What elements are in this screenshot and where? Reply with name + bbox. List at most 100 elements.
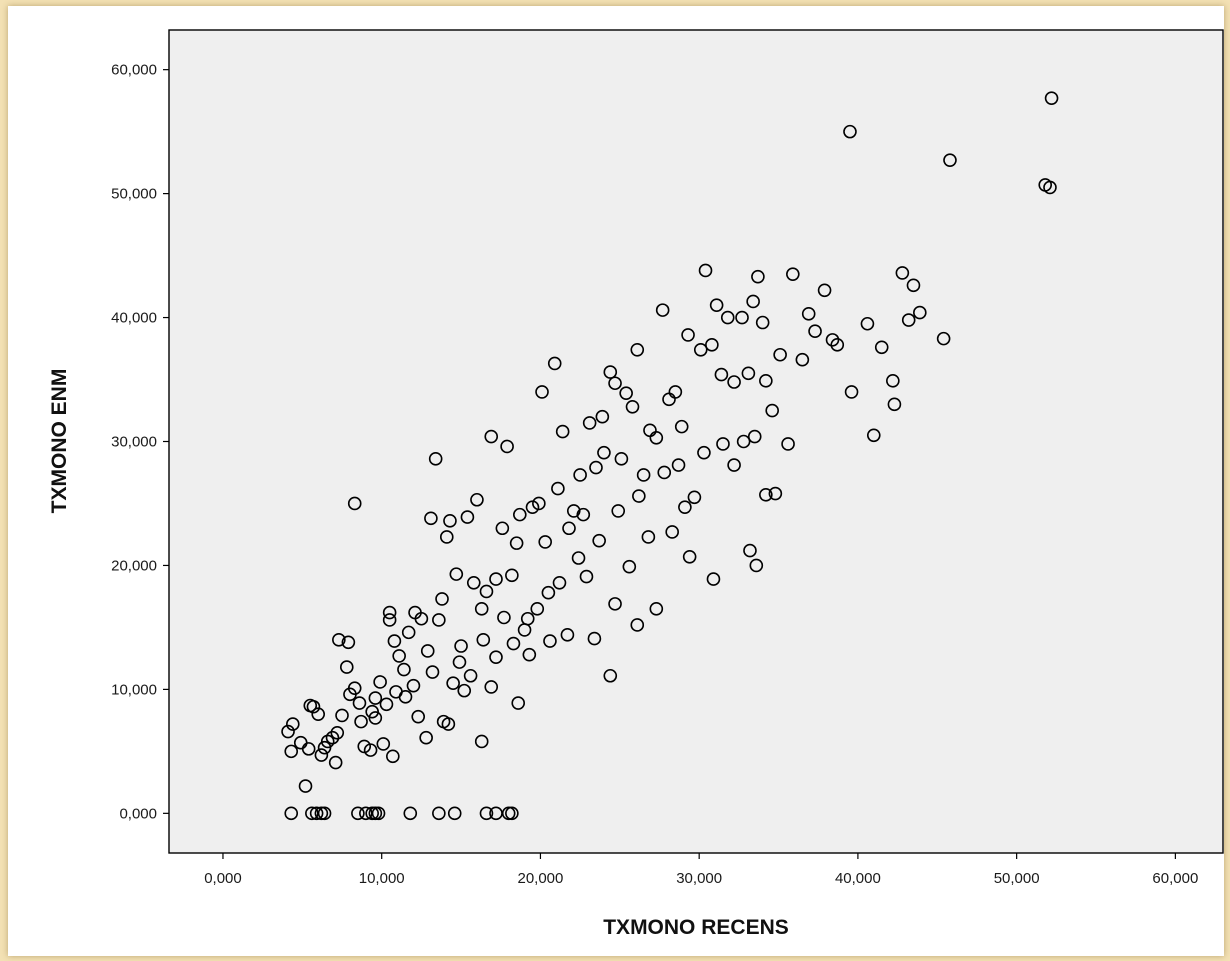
data-point	[351, 806, 365, 821]
data-point	[597, 445, 611, 460]
data-point	[687, 490, 702, 505]
data-point	[547, 356, 562, 371]
data-point	[328, 755, 343, 770]
data-point	[709, 298, 724, 312]
data-point	[352, 696, 367, 710]
data-point	[716, 437, 730, 451]
data-point	[630, 342, 645, 357]
data-point	[376, 737, 391, 751]
data-point	[354, 714, 368, 729]
data-point	[463, 668, 478, 683]
data-point	[801, 307, 816, 321]
data-point	[457, 683, 472, 698]
data-point	[678, 500, 692, 514]
data-point	[489, 650, 503, 664]
data-point	[630, 618, 645, 632]
data-point	[309, 806, 324, 821]
data-point	[506, 636, 521, 651]
data-point	[368, 691, 383, 705]
data-point	[535, 385, 549, 399]
data-point	[555, 424, 570, 439]
data-point	[538, 535, 553, 549]
data-point	[641, 530, 656, 544]
data-point	[562, 521, 576, 536]
data-point	[936, 331, 951, 346]
data-point	[403, 806, 418, 821]
data-point	[513, 507, 527, 522]
data-point	[619, 386, 633, 400]
data-point	[755, 315, 770, 330]
data-point	[682, 549, 697, 564]
data-point	[693, 342, 708, 357]
data-point	[595, 409, 610, 424]
data-point	[825, 333, 840, 347]
data-point	[532, 496, 546, 511]
data-point	[317, 806, 332, 821]
data-point	[674, 419, 689, 434]
data-point	[773, 347, 787, 362]
data-point	[330, 725, 345, 740]
plot-area	[168, 29, 1224, 854]
data-point	[747, 429, 762, 444]
data-point	[286, 717, 300, 731]
data-point	[301, 742, 316, 756]
data-point	[441, 717, 456, 731]
data-point	[505, 568, 519, 583]
y-tick-label: 40,000	[111, 310, 157, 327]
data-point	[495, 521, 510, 536]
data-point	[705, 338, 719, 352]
data-point	[665, 525, 679, 539]
data-point	[608, 376, 622, 391]
data-point	[447, 806, 462, 821]
x-tick-label: 30,000	[676, 870, 722, 887]
data-point	[698, 263, 713, 278]
data-point	[830, 338, 845, 352]
data-point	[317, 740, 332, 755]
data-point	[759, 487, 773, 502]
data-point	[622, 559, 637, 574]
data-point	[500, 439, 514, 454]
x-tick-label: 10,000	[359, 870, 405, 887]
data-point	[655, 303, 670, 317]
data-point	[343, 687, 357, 702]
data-point	[743, 543, 757, 558]
data-point	[736, 434, 751, 449]
data-point	[325, 730, 340, 745]
data-point	[306, 699, 321, 714]
data-point	[587, 631, 602, 646]
data-point	[625, 399, 640, 414]
y-tick-label: 0,000	[119, 805, 157, 822]
data-point	[843, 124, 857, 139]
data-point	[298, 779, 313, 793]
data-point	[579, 569, 594, 584]
data-point	[566, 504, 581, 518]
data-point	[522, 647, 537, 662]
data-point	[371, 806, 386, 821]
data-point	[671, 458, 686, 472]
y-tick-label: 20,000	[111, 557, 157, 574]
data-point	[844, 385, 859, 399]
data-point	[795, 352, 810, 367]
data-point	[746, 294, 760, 309]
data-point	[768, 486, 783, 501]
data-point	[347, 496, 362, 511]
data-point	[466, 575, 481, 590]
data-point	[443, 514, 457, 528]
data-point	[727, 375, 741, 389]
y-tick-label: 50,000	[111, 186, 157, 203]
data-point	[913, 305, 927, 320]
data-point	[382, 613, 397, 627]
y-tick-label: 10,000	[111, 681, 157, 698]
data-point	[432, 613, 446, 627]
data-point	[424, 511, 438, 526]
data-point	[479, 806, 494, 821]
data-point	[906, 278, 921, 293]
data-point	[681, 328, 695, 342]
data-point	[551, 481, 565, 496]
data-point	[505, 806, 519, 821]
data-point	[632, 489, 646, 503]
data-point	[817, 283, 832, 298]
data-point	[389, 685, 403, 699]
data-point	[365, 704, 379, 719]
